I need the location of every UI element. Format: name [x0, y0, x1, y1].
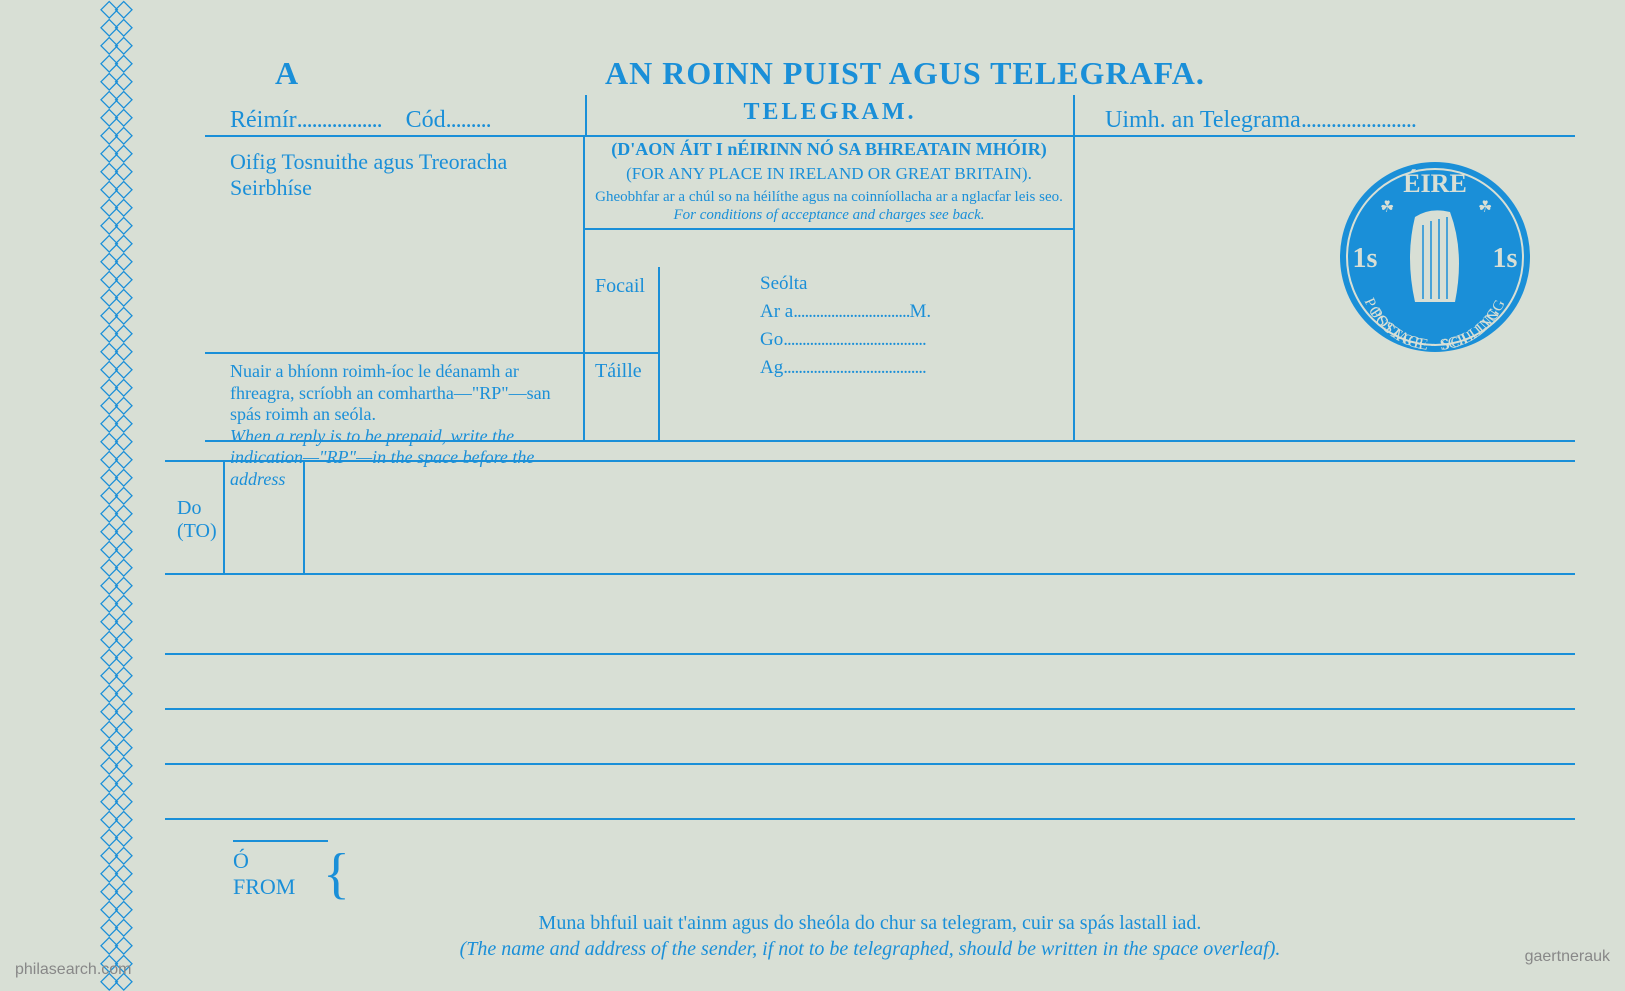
focail-cell: Focail	[585, 267, 660, 352]
decorative-left-border: ◇◇◇◇◇◇◇◇◇◇◇◇◇◇◇◇◇◇◇◇◇◇◇◇◇◇◇◇◇◇◇◇◇◇◇◇◇◇◇◇…	[100, 0, 150, 991]
mid-divider	[585, 228, 1073, 230]
upper-mid-panel: (D'AON ÁIT I nÉIRINN NÓ SA BHREATAIN MHÓ…	[585, 137, 1075, 440]
telegram-label: TELEGRAM.	[585, 95, 1075, 135]
footer-instruction: Muna bhfuil uait t'ainm agus do sheóla d…	[165, 910, 1575, 962]
ag-label: Ag	[760, 357, 783, 378]
to-text: (TO)	[177, 520, 217, 542]
seolta-label: Seólta	[760, 273, 808, 294]
message-line	[165, 710, 1575, 765]
message-line	[165, 820, 1575, 875]
uimh-label: Uimh. an Telegrama	[1105, 107, 1301, 133]
upper-left-panel: Oifig Tosnuithe agus Treoracha Seirbhíse…	[205, 137, 585, 440]
harp-body	[1410, 210, 1459, 302]
ag-dots: ......................................	[783, 357, 926, 378]
taille-cell: Táille	[585, 352, 660, 442]
o-text: Ó	[233, 848, 249, 873]
do-to-label: Do (TO)	[165, 462, 225, 573]
ara-dots: ...............................	[793, 301, 909, 322]
row1: Réimír................. Cód......... TEL…	[205, 95, 1575, 137]
from-text: FROM	[233, 874, 295, 899]
upper-box: Oifig Tosnuithe agus Treoracha Seirbhíse…	[205, 137, 1575, 442]
go-dots: ......................................	[783, 329, 926, 350]
svg-text:☘: ☘	[1380, 199, 1394, 216]
header-title: AN ROINN PUIST AGUS TELEGRAFA.	[605, 55, 1205, 92]
reply-ga: Nuair a bhíonn roimh-íoc le déanamh ar f…	[230, 361, 551, 424]
stamp-denom-right: 1s	[1493, 243, 1518, 274]
row1-number: Uimh. an Telegrama......................…	[1075, 95, 1575, 135]
ara-suffix: M.	[909, 301, 931, 322]
postage-stamp: ÉIRE 1s 1s POSTAGE · SCILLING	[1335, 157, 1535, 362]
conditions-ga: Gheobhfar ar a chúl so na héilíthe agus …	[595, 189, 1063, 205]
uimh-dots: .......................	[1301, 107, 1416, 133]
row1-prefix-code: Réimír................. Cód.........	[205, 95, 585, 135]
message-line	[165, 600, 1575, 655]
go-label: Go	[760, 329, 783, 350]
do-col2	[225, 462, 305, 573]
daon-text: (D'AON ÁIT I nÉIRINN NÓ SA BHREATAIN MHÓ…	[585, 137, 1073, 160]
cod-dots: .........	[446, 107, 491, 133]
from-label: Ó FROM	[233, 848, 295, 900]
cod-label: Cód	[406, 107, 446, 133]
header-letter-a: A	[275, 55, 298, 92]
conditions-block: Gheobhfar ar a chúl so na héilíthe agus …	[585, 184, 1073, 224]
message-line	[165, 765, 1575, 820]
office-divider	[205, 352, 585, 354]
stamp-country: ÉIRE	[1403, 169, 1467, 198]
to-address-row: Do (TO)	[165, 460, 1575, 575]
from-brace: {	[323, 842, 350, 906]
stamp-denom-left: 1s	[1353, 243, 1378, 274]
mid-grid: Focail Táille Seólta Ar a...............…	[585, 267, 1095, 442]
svg-text:☘: ☘	[1478, 199, 1492, 216]
watermark-left: philasearch.com	[15, 961, 132, 979]
reimir-dots: .................	[297, 107, 382, 133]
message-line	[165, 655, 1575, 710]
telegram-form: A AN ROINN PUIST AGUS TELEGRAFA. Réimír.…	[165, 40, 1585, 945]
office-text: Oifig Tosnuithe agus Treoracha Seirbhíse	[230, 149, 583, 201]
forany-text: (FOR ANY PLACE IN IRELAND OR GREAT BRITA…	[585, 160, 1073, 184]
footer-en: (The name and address of the sender, if …	[460, 938, 1281, 960]
watermark-right: gaertnerauk	[1525, 948, 1610, 966]
footer-ga: Muna bhfuil uait t'ainm agus do sheóla d…	[539, 912, 1202, 934]
seolta-block: Seólta Ar a.............................…	[660, 267, 1075, 379]
upper-right-panel: ÉIRE 1s 1s POSTAGE · SCILLING	[1075, 137, 1575, 440]
do-text: Do	[177, 497, 201, 519]
reimir-label: Réimír	[230, 107, 297, 133]
ara-label: Ar a	[760, 301, 793, 322]
message-lines	[165, 600, 1575, 875]
conditions-en: For conditions of acceptance and charges…	[673, 207, 984, 223]
from-divider	[233, 840, 328, 842]
harp-stamp-icon: ÉIRE 1s 1s POSTAGE · SCILLING	[1335, 157, 1535, 357]
